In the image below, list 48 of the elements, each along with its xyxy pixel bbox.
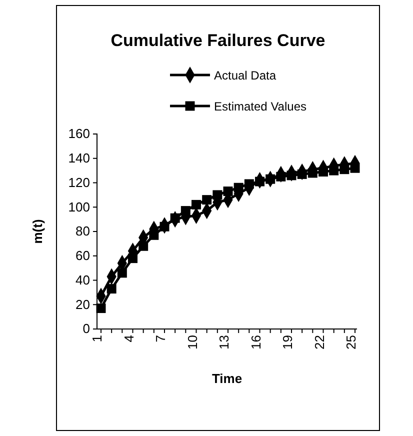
x-tick-label: 7 <box>153 335 168 342</box>
point <box>149 230 159 240</box>
point <box>212 190 222 200</box>
point <box>255 176 264 186</box>
x-tick-label: 10 <box>184 335 200 350</box>
y-tick-label: 100 <box>68 199 90 214</box>
y-tick-label: 0 <box>82 321 90 336</box>
point <box>223 186 233 196</box>
point <box>170 213 180 223</box>
y-tick-label: 60 <box>76 248 90 264</box>
point <box>106 284 116 294</box>
x-tick-label: 25 <box>344 335 359 350</box>
point <box>192 200 201 210</box>
y-tick-label: 80 <box>76 224 90 239</box>
point <box>329 166 339 176</box>
point <box>318 167 328 177</box>
y-tick-label: 120 <box>68 174 90 190</box>
x-tick-label: 19 <box>280 335 296 350</box>
point <box>138 241 148 251</box>
x-tick-label: 4 <box>121 335 136 342</box>
x-tick-label: 13 <box>216 335 232 350</box>
point <box>297 169 307 179</box>
y-axis-title: m(t) <box>30 219 45 244</box>
point <box>340 164 350 174</box>
point <box>180 206 190 216</box>
y-tick-label: 160 <box>68 126 90 142</box>
point <box>234 182 244 192</box>
y-tick-label: 140 <box>68 150 90 166</box>
point <box>308 168 318 178</box>
point <box>244 179 254 189</box>
y-tick-label: 40 <box>76 272 90 288</box>
x-axis-title: Time <box>212 371 242 386</box>
x-tick-label: 1 <box>90 335 105 342</box>
point <box>160 222 170 232</box>
point <box>96 304 106 314</box>
point <box>286 170 296 180</box>
legend-label: Actual Data <box>214 68 276 82</box>
point <box>276 172 286 182</box>
point <box>266 174 276 184</box>
x-tick-label: 16 <box>248 335 264 350</box>
y-tick-label: 20 <box>76 296 90 312</box>
point <box>350 163 360 173</box>
x-tick-label: 22 <box>312 335 327 350</box>
point <box>117 268 127 278</box>
point <box>202 195 212 205</box>
chart-title: Cumulative Failures Curve <box>110 31 326 50</box>
point <box>128 254 138 264</box>
legend-label: Estimated Values <box>214 100 306 114</box>
